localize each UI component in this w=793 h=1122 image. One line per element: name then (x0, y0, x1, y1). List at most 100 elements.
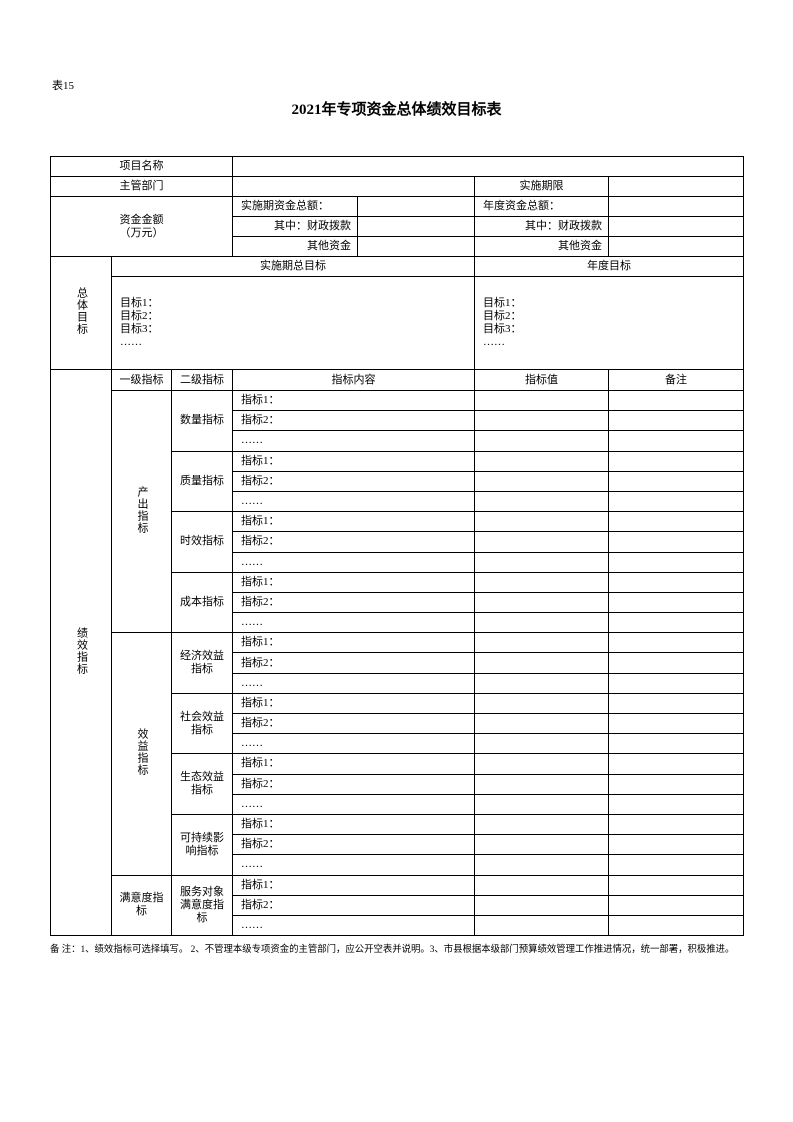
label-cell: 实施期总目标 (111, 256, 475, 277)
blank-cell (474, 692, 609, 715)
blank-cell (474, 672, 609, 694)
blank-cell (608, 410, 744, 432)
indicator-cell: 指标1： (232, 450, 475, 472)
row: 指标2： (51, 712, 744, 735)
goal-item: …… (120, 336, 142, 348)
blank-cell (608, 389, 744, 412)
blank-cell (474, 894, 609, 916)
label-cell: 主管部门 (50, 176, 233, 197)
label-cell: 实施期资金总额： (232, 196, 358, 217)
blank-cell (474, 632, 609, 654)
row: 指标2： (51, 591, 744, 614)
blank-cell (474, 854, 609, 876)
subgroup-label: 数量指标 (171, 390, 233, 452)
blank-cell (474, 430, 609, 452)
row: 成本指标 指标1： (51, 571, 744, 634)
row: 质量指标 指标1： (51, 450, 744, 513)
blank-cell (474, 511, 609, 533)
goal-item: 目标2： (120, 310, 159, 322)
blank-cell (608, 531, 744, 553)
blank-cell (474, 470, 609, 492)
indicator-cell: 指标2： (232, 773, 475, 795)
funds-label-line: （万元） (119, 226, 164, 239)
blank-cell (608, 430, 744, 452)
label-cell: 其中：财政拨款 (474, 216, 609, 237)
blank-cell (608, 176, 744, 197)
indicator-cell: 指标2： (232, 410, 475, 432)
funds-label-line: 资金金额 (119, 213, 164, 226)
label-cell: 年度资金总额： (474, 196, 609, 217)
group-label: 效益指标 (111, 632, 172, 876)
label-cell: 其他资金 (474, 236, 609, 257)
label-cell: 总体目标 (50, 256, 112, 370)
goal-item: 目标3： (120, 323, 159, 335)
blank-cell (474, 652, 609, 674)
blank-cell (608, 571, 744, 593)
indicator-cell: 指标1： (232, 753, 475, 775)
blank-cell (474, 753, 609, 775)
goal-item: 目标2： (483, 310, 522, 322)
blank-cell (608, 874, 744, 896)
indicator-cell: 指标2： (232, 591, 475, 614)
row: 目标1： 目标2： 目标3：…… 目标1： 目标2： 目标3：…… (51, 276, 744, 370)
blank-cell (608, 450, 744, 472)
vertical-label: 产出指标 (136, 485, 148, 534)
indicator-cell: 指标1： (232, 813, 475, 836)
blank-cell (474, 773, 609, 795)
blank-cell (608, 551, 744, 573)
vertical-label: 效益指标 (136, 727, 148, 776)
blank-cell (608, 236, 744, 257)
blank-cell (608, 692, 744, 715)
row: 其中：财政拨款 其中：财政拨款 (51, 216, 744, 237)
goal-item: …… (483, 336, 505, 348)
row: 绩效指标 一级指标 二级指标 指标内容 指标值 备注 (50, 368, 744, 937)
row: …… (51, 612, 744, 634)
indicator-cell: 指标2： (232, 531, 475, 553)
blank-cell (608, 813, 744, 836)
indicator-cell: …… (232, 793, 475, 815)
group-label: 产出指标 (111, 389, 172, 634)
blank-cell (232, 156, 744, 177)
blank-cell (474, 874, 609, 896)
label-cell: 指标内容 (232, 369, 475, 391)
row: 指标2： (51, 410, 744, 432)
indicator-cell: 指标2： (232, 712, 475, 735)
blank-cell (608, 773, 744, 795)
goal-items: 目标1： 目标2： 目标3：…… (474, 276, 744, 370)
form-table: 项目名称 主管部门 实施期限资金金额 （万元） 实施期资金总额： 年度资金总额： 其中：财政… (50, 156, 744, 937)
blank-cell (608, 632, 744, 654)
blank-cell (608, 854, 744, 876)
row: 指标2： (51, 531, 744, 553)
blank-cell (232, 176, 475, 197)
blank-cell (608, 834, 744, 856)
row: …… (51, 793, 744, 815)
blank-cell (608, 196, 744, 217)
blank-cell (357, 216, 475, 237)
row: …… (51, 733, 744, 755)
label-cell: 备注 (608, 369, 744, 391)
blank-cell (608, 753, 744, 775)
blank-cell (474, 490, 609, 513)
blank-cell (357, 236, 475, 257)
label-cell: 年度目标 (474, 256, 744, 277)
subgroup-label: 生态效益指标 (171, 753, 233, 815)
blank-cell (474, 571, 609, 593)
row: 主管部门 实施期限 (50, 176, 744, 197)
blank-cell (608, 511, 744, 533)
row: 资金金额 （万元） 实施期资金总额： 年度资金总额： (50, 196, 744, 257)
blank-cell (608, 712, 744, 735)
indicator-cell: 指标2： (232, 894, 475, 916)
footnote: 备 注：1、绩效指标可选择填写。 2、不管理本级专项资金的主管部门，应公开空表并… (50, 945, 735, 955)
title: 2021年专项资金总体绩效目标表 (291, 102, 502, 118)
table-number: 表15 (52, 80, 74, 92)
blank-cell (474, 712, 609, 735)
subgroup-label: 服务对象满意度指标 (171, 874, 233, 937)
indicator-cell: 指标1： (232, 632, 475, 654)
goal-item: 目标3： (483, 323, 522, 335)
goal-items: 目标1： 目标2： 目标3：…… (111, 276, 475, 370)
blank-cell (357, 196, 475, 217)
row: 指标2： (51, 652, 744, 674)
row: 生态效益指标 指标1： (51, 753, 744, 815)
row: 项目名称 (50, 156, 744, 177)
